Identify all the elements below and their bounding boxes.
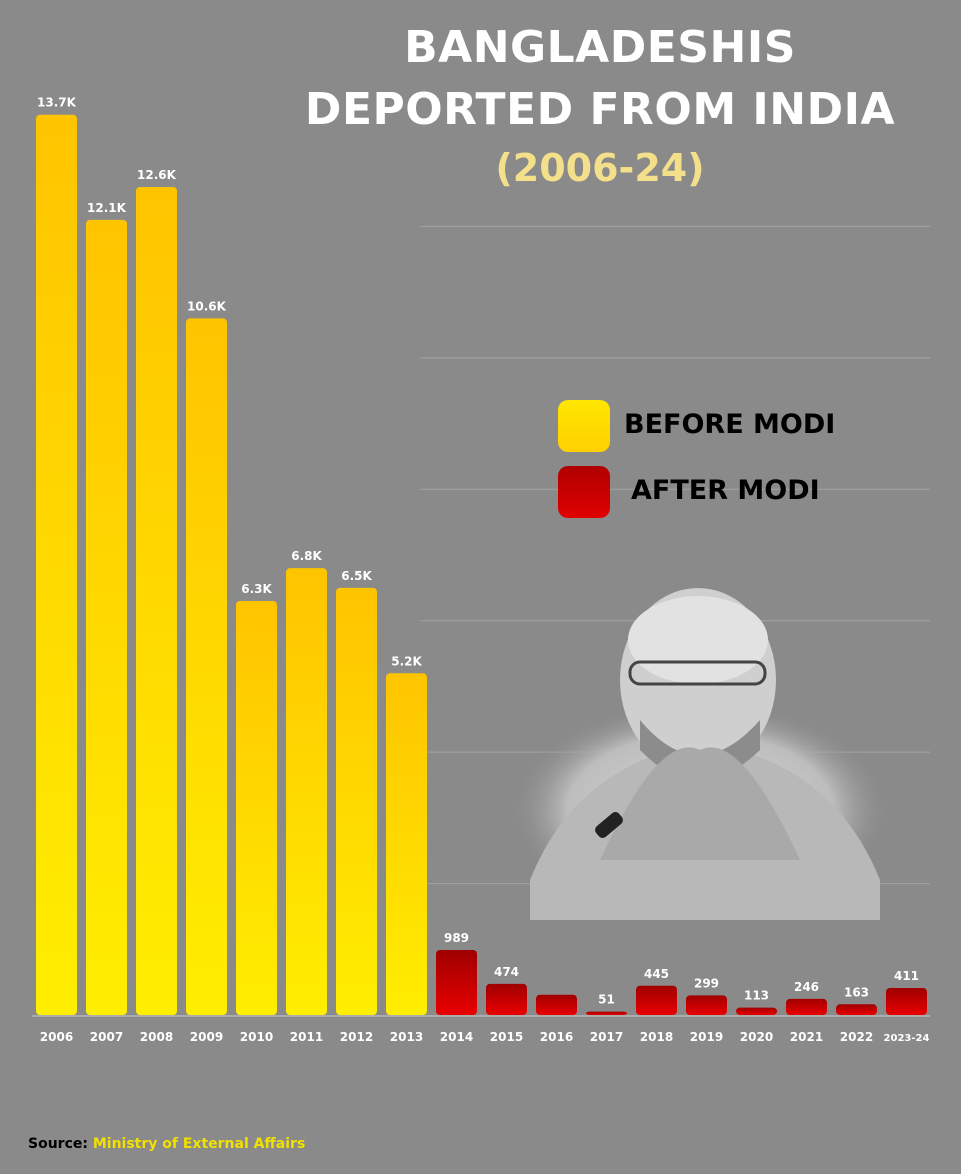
- source-value: Ministry of External Affairs: [92, 1136, 306, 1152]
- bar-2021: [786, 998, 827, 1015]
- bars: [36, 114, 927, 1015]
- source-note: Source: Ministry of External Affairs: [28, 1136, 305, 1152]
- bar-2020: [736, 1007, 777, 1015]
- bar-label-2021: 246: [794, 980, 819, 994]
- bar-label-2013: 5.2K: [391, 654, 422, 668]
- bar-2019: [686, 995, 727, 1015]
- x-tick-label-2010: 2010: [240, 1030, 273, 1044]
- bar-label-2007: 12.1K: [87, 201, 127, 215]
- bar-2006: [36, 114, 77, 1015]
- x-tick-label-2016: 2016: [540, 1030, 573, 1044]
- gridlines: [32, 225, 930, 1017]
- bar-2012: [336, 587, 377, 1015]
- bar-label-2015: 474: [494, 965, 519, 979]
- x-tick-label-2015: 2015: [490, 1030, 523, 1044]
- bar-2009: [186, 318, 227, 1015]
- x-tick-label-2011: 2011: [290, 1030, 323, 1044]
- x-tick-label-2017: 2017: [590, 1030, 623, 1044]
- bar-label-2006: 13.7K: [37, 96, 77, 110]
- legend-before-label: BEFORE MODI: [624, 409, 836, 440]
- bar-2022: [836, 1004, 877, 1015]
- legend-after-label: AFTER MODI: [631, 475, 820, 506]
- x-axis-labels: 2006 2007 2008 2009 2010 2011 2012 2013 2014 2015…: [40, 1030, 930, 1044]
- legend-before-swatch: [558, 400, 610, 452]
- source-label: Source:: [28, 1136, 88, 1152]
- bar-label-2012: 6.5K: [341, 569, 372, 583]
- bar-2017: [586, 1011, 627, 1015]
- bar-label-2019: 299: [694, 976, 719, 990]
- bar-2023-24: [886, 987, 927, 1015]
- bar-2008: [136, 187, 177, 1015]
- x-tick-label-2018: 2018: [640, 1030, 673, 1044]
- bar-2018: [636, 985, 677, 1015]
- x-tick-label-2012: 2012: [340, 1030, 373, 1044]
- x-tick-label-2023-24: 2023-24: [884, 1033, 930, 1044]
- bar-2011: [286, 568, 327, 1015]
- bar-label-2018: 445: [644, 967, 669, 981]
- x-tick-label-2008: 2008: [140, 1030, 173, 1044]
- x-tick-label-2014: 2014: [440, 1030, 473, 1044]
- bar-2015: [486, 983, 527, 1015]
- bar-2010: [236, 601, 277, 1015]
- chart-title-line-1: BANGLADESHIS: [404, 22, 796, 73]
- legend-after-swatch: [558, 466, 610, 518]
- bar-label-2017: 51: [598, 993, 615, 1007]
- chart-title-line-2: DEPORTED FROM INDIA: [304, 84, 896, 135]
- bar-label-2014: 989: [444, 931, 469, 945]
- x-tick-label-2020: 2020: [740, 1030, 773, 1044]
- bar-label-2022: 163: [844, 985, 869, 999]
- x-tick-label-2021: 2021: [790, 1030, 823, 1044]
- bar-label-2020: 113: [744, 989, 769, 1003]
- bar-2014: [436, 950, 477, 1015]
- bar-label-2023-24: 411: [894, 969, 919, 983]
- bar-value-labels: 13.7K 12.1K 12.6K 10.6K 6.3K 6.8K 6.5K 5.2K 989 4…: [37, 96, 919, 1007]
- bar-label-2010: 6.3K: [241, 582, 272, 596]
- bar-label-2008: 12.6K: [137, 168, 177, 182]
- x-tick-label-2013: 2013: [390, 1030, 423, 1044]
- bar-2016: [536, 994, 577, 1015]
- bar-2007: [86, 219, 127, 1015]
- bar-label-2009: 10.6K: [187, 299, 227, 313]
- chart-subtitle: (2006-24): [495, 146, 705, 190]
- x-tick-label-2009: 2009: [190, 1030, 223, 1044]
- bar-2013: [386, 673, 427, 1015]
- x-tick-label-2022: 2022: [840, 1030, 873, 1044]
- bar-label-2011: 6.8K: [291, 549, 322, 563]
- portrait-photo: [510, 588, 890, 920]
- x-tick-label-2006: 2006: [40, 1030, 73, 1044]
- x-tick-label-2019: 2019: [690, 1030, 723, 1044]
- x-tick-label-2007: 2007: [90, 1030, 123, 1044]
